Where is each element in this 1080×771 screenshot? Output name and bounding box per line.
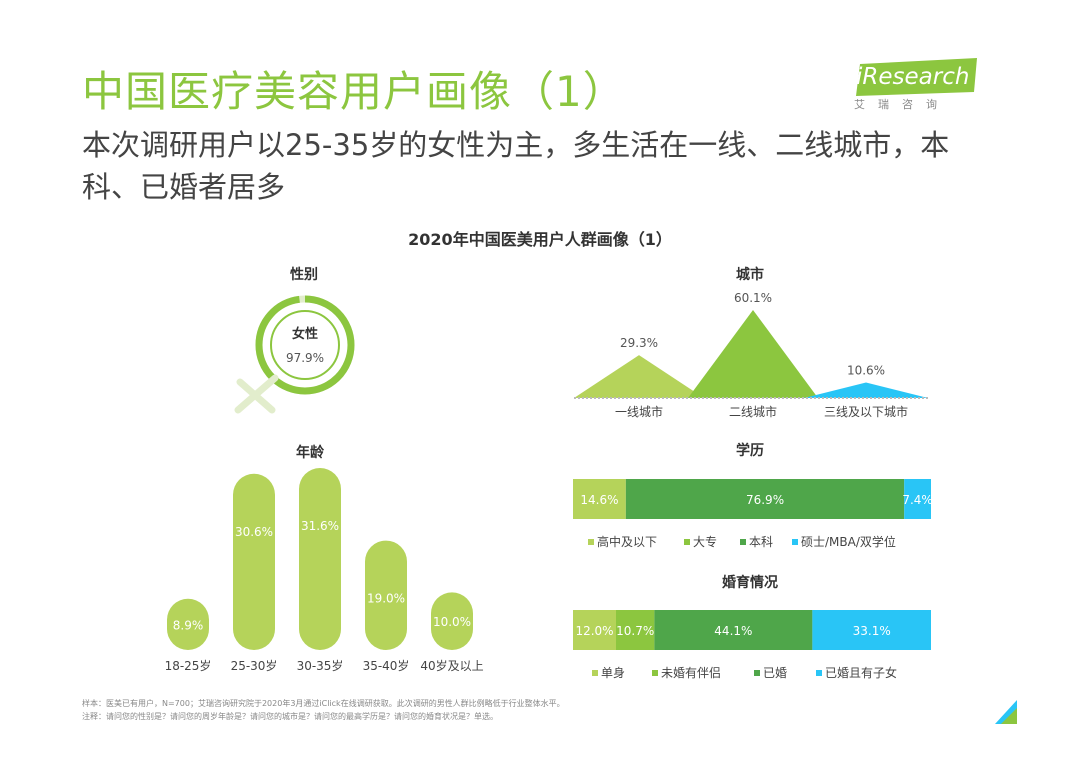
gender-value: 97.9% <box>286 351 324 365</box>
female-symbol-icon <box>234 374 279 414</box>
marriage-chart: 12.0% 10.7% 44.1% 33.1% 单身 未婚有伴侣 已婚 已婚且有子女 <box>573 610 931 680</box>
age-bar-value: 8.9% <box>173 618 204 632</box>
city-label-tier2: 二线城市 <box>729 404 777 419</box>
city-value-tier2: 60.1% <box>734 291 772 305</box>
iresearch-logo: iResearch 艾瑞咨询 <box>852 58 992 120</box>
age-chart: 8.9% 18-25岁 30.6% 25-30岁 31.6% 30-35岁 19.0% 35-… <box>165 468 484 673</box>
city-label-tier1: 一线城市 <box>615 404 663 419</box>
stacked-segment-value: 44.1% <box>714 624 752 638</box>
gender-donut: 女性 97.9% <box>234 295 355 414</box>
age-category-label: 35-40岁 <box>363 658 410 673</box>
age-category-label: 25-30岁 <box>231 658 278 673</box>
stacked-segment-value: 10.7% <box>616 624 654 638</box>
age-bar <box>299 468 341 650</box>
legend-swatch <box>740 539 746 545</box>
gender-section-title: 性别 <box>290 267 318 283</box>
stacked-segment-value: 14.6% <box>580 493 618 507</box>
education-section-title: 学历 <box>736 443 764 459</box>
stacked-segment-value: 76.9% <box>746 493 784 507</box>
legend-label: 单身 <box>601 665 625 680</box>
logo-subtext: 艾瑞咨询 <box>854 98 950 111</box>
legend-swatch <box>588 539 594 545</box>
legend-swatch <box>652 670 658 676</box>
stacked-segment <box>625 479 905 519</box>
page-title: 中国医疗美容用户画像（1） <box>82 67 626 116</box>
logo-banner-icon <box>856 58 977 96</box>
age-bar <box>167 598 209 650</box>
legend-label: 硕士/MBA/双学位 <box>801 534 896 549</box>
legend-label: 已婚 <box>763 666 787 680</box>
age-category-label: 18-25岁 <box>165 658 212 673</box>
city-section-title: 城市 <box>736 267 764 283</box>
city-peak-tier2 <box>688 310 818 398</box>
city-value-tier3: 10.6% <box>847 363 885 377</box>
education-chart: 14.6% 76.9% 7.4% 高中及以下 大专 本科 硕士/MBA/双学位 <box>573 479 933 549</box>
age-bar <box>365 540 407 650</box>
age-bar-value: 30.6% <box>235 525 273 539</box>
age-bar <box>233 473 275 650</box>
chart-title: 2020年中国医美用户人群画像（1） <box>408 230 672 249</box>
stacked-segment <box>573 610 617 650</box>
stacked-segment <box>573 479 626 519</box>
corner-decoration-icon <box>995 700 1017 724</box>
page-subtitle: 本次调研用户以25-35岁的女性为主，多生活在一线、二线城市，本科、已婚者居多 <box>82 128 950 204</box>
age-section-title: 年龄 <box>296 445 324 461</box>
footnote-note: 注释：请问您的性别是？请问您的周岁年龄是？请问您的城市是？请问您的最高学历是？请… <box>82 712 498 721</box>
legend-swatch <box>592 670 598 676</box>
footnote-sample: 样本：医美已有用户，N=700；艾瑞咨询研究院于2020年3月通过iClick在… <box>82 699 565 708</box>
legend-label: 未婚有伴侣 <box>661 665 721 680</box>
city-peak-tier1 <box>574 355 704 398</box>
age-bar-value: 19.0% <box>367 592 405 606</box>
legend-label: 已婚且有子女 <box>825 665 897 680</box>
age-bar-value: 10.0% <box>433 615 471 629</box>
stacked-segment-value: 33.1% <box>853 624 891 638</box>
marriage-section-title: 婚育情况 <box>722 575 778 591</box>
city-value-tier1: 29.3% <box>620 336 658 350</box>
age-category-label: 40岁及以上 <box>420 658 483 673</box>
legend-label: 高中及以下 <box>597 534 657 549</box>
donut-arc-female <box>255 295 355 395</box>
legend-label: 本科 <box>749 535 773 549</box>
city-label-tier3: 三线及以下城市 <box>824 404 908 419</box>
age-category-label: 30-35岁 <box>297 658 344 673</box>
legend-label: 大专 <box>693 534 717 549</box>
stacked-segment <box>616 610 655 650</box>
donut-inner-ring <box>270 310 340 380</box>
age-bar-value: 31.6% <box>301 519 339 533</box>
gender-label: 女性 <box>292 326 318 342</box>
legend-swatch <box>754 670 760 676</box>
stacked-segment-value: 7.4% <box>902 493 933 507</box>
legend-swatch <box>684 539 690 545</box>
stacked-segment <box>904 479 931 519</box>
age-bar <box>431 592 473 650</box>
city-chart: 29.3% 60.1% 10.6% 一线城市 二线城市 三线及以下城市 <box>574 291 928 419</box>
legend-swatch <box>792 539 798 545</box>
stacked-segment <box>812 610 931 650</box>
stacked-segment <box>654 610 813 650</box>
logo-text: iResearch <box>856 64 970 90</box>
stacked-segment-value: 12.0% <box>575 624 613 638</box>
legend-swatch <box>816 670 822 676</box>
city-peak-tier3 <box>804 382 928 398</box>
